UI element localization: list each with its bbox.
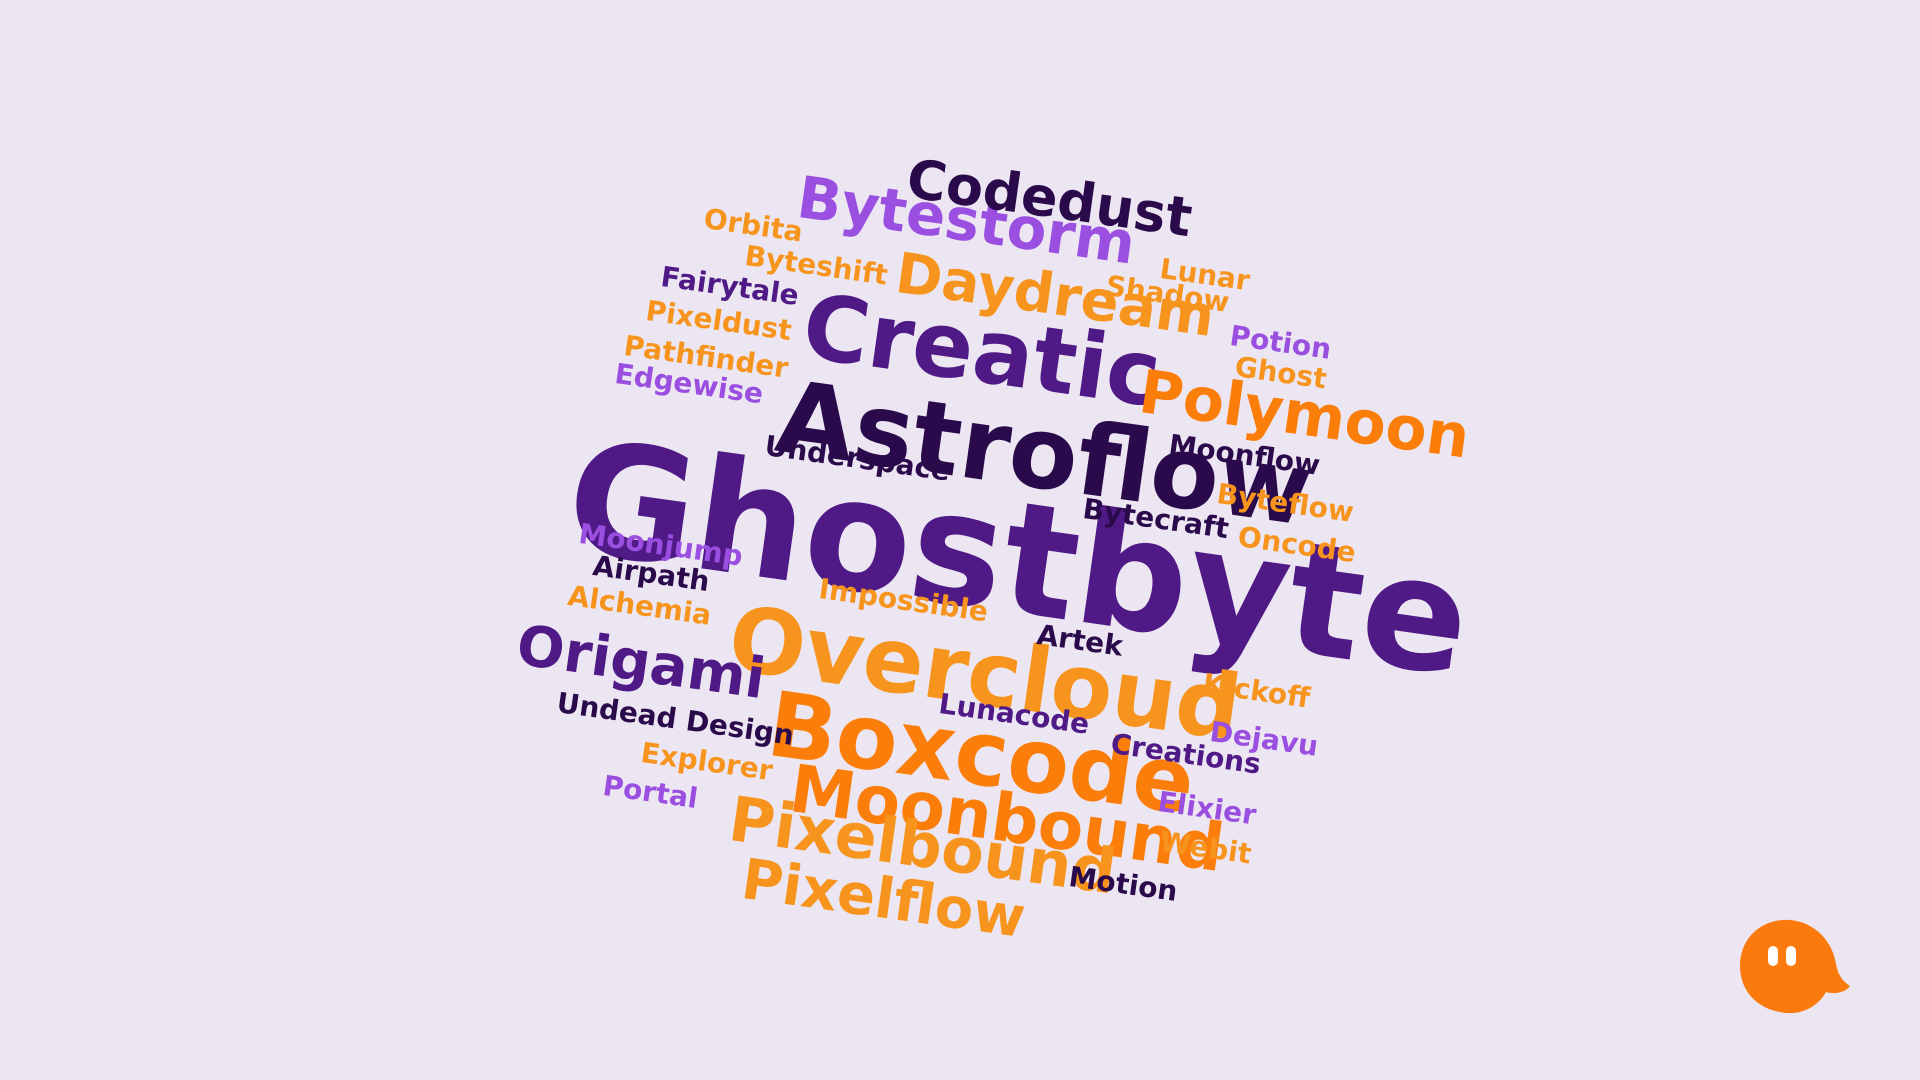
ghost-logo-icon — [1740, 919, 1850, 1014]
ghost-eye-right — [1786, 946, 1796, 966]
word-portal: Portal — [600, 769, 700, 815]
ghost-eye-left — [1768, 946, 1778, 966]
ghost-body — [1740, 919, 1850, 1014]
